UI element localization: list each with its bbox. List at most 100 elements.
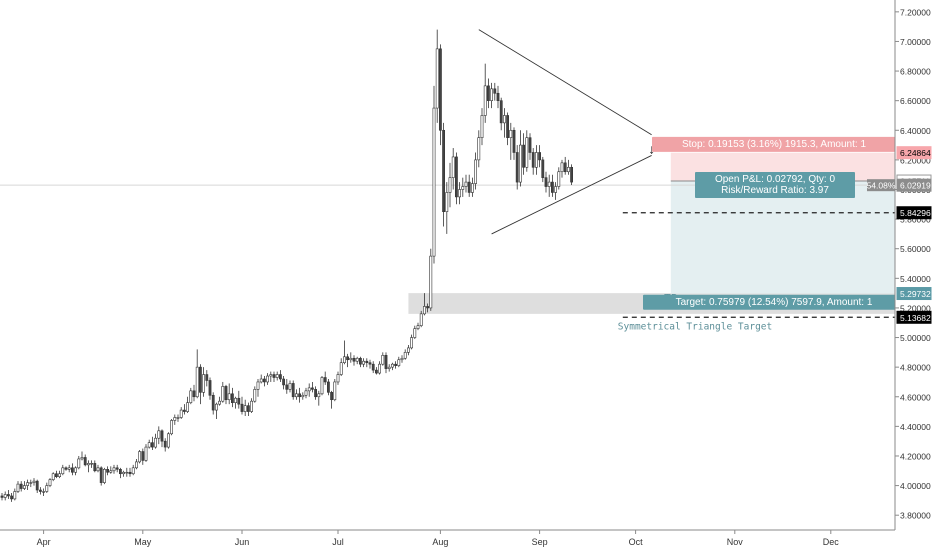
candle-body <box>285 384 289 390</box>
candle-body <box>13 491 17 500</box>
stop-label-bg <box>652 136 896 152</box>
candle <box>522 133 526 175</box>
price-tick-label: 4.20000 <box>900 451 931 461</box>
candle-body <box>499 100 503 124</box>
candle-body <box>189 390 193 403</box>
candle <box>122 470 126 477</box>
candle <box>390 362 394 371</box>
candle-body <box>19 483 23 489</box>
down-arrow-marker: ↓ <box>648 142 655 157</box>
candle <box>490 82 494 109</box>
candle <box>458 182 462 205</box>
candle <box>509 122 513 160</box>
candle <box>346 353 350 368</box>
candle-body <box>154 437 158 448</box>
candle-body <box>333 381 337 401</box>
candle <box>38 487 42 495</box>
price-tick-label: 3.80000 <box>900 511 931 521</box>
candle-body <box>445 192 449 213</box>
candle-body <box>83 457 87 466</box>
percent-tag-label: 54.08% <box>867 181 896 191</box>
candle-body <box>67 467 71 470</box>
candle-body <box>493 88 497 94</box>
candle <box>29 479 33 488</box>
candle-body <box>419 313 423 326</box>
candle <box>215 402 218 419</box>
price-tick-label: 5.00000 <box>900 333 931 343</box>
candle <box>400 355 404 363</box>
candle <box>42 488 46 496</box>
candle <box>467 174 471 197</box>
candles-layer <box>0 29 574 502</box>
candle-body <box>179 409 183 418</box>
candle <box>381 352 385 366</box>
candle <box>330 390 334 409</box>
candle <box>13 488 17 501</box>
candle <box>240 396 244 415</box>
candle <box>141 448 145 465</box>
candle <box>451 148 455 190</box>
candle <box>570 164 574 186</box>
candle <box>3 491 7 501</box>
candle-body <box>442 129 446 213</box>
candle <box>464 174 468 193</box>
candle-body <box>195 366 199 398</box>
candle-body <box>352 357 356 362</box>
candle <box>342 340 346 365</box>
candle-body <box>215 403 218 411</box>
candle-body <box>71 467 74 473</box>
time-tick-label: Jun <box>235 537 250 547</box>
candle <box>534 145 538 175</box>
candle <box>106 466 110 476</box>
candle-body <box>358 357 362 365</box>
target-label-bg <box>643 294 905 310</box>
candle <box>496 85 500 109</box>
candle <box>131 464 135 476</box>
candle-body <box>314 389 318 398</box>
candle-body <box>135 461 138 469</box>
candle <box>515 145 519 190</box>
candle <box>336 371 340 385</box>
candle <box>48 478 52 488</box>
candle-body <box>199 366 202 393</box>
candle-body <box>278 374 282 380</box>
candle-body <box>93 463 97 472</box>
candle-body <box>349 357 353 361</box>
candle-body <box>112 467 116 472</box>
candle-body <box>310 387 314 390</box>
candle-body <box>3 494 7 498</box>
candle <box>218 396 222 406</box>
candle-body <box>16 483 20 492</box>
price-tick-label: 7.00000 <box>900 37 931 47</box>
candle <box>554 182 558 200</box>
pnl-label-text: Risk/Reward Ratio: 3.97 <box>721 185 829 196</box>
price-tag-bg <box>896 146 932 160</box>
candle <box>278 370 282 382</box>
candle <box>61 464 65 476</box>
candle-body <box>390 363 394 368</box>
candle-body <box>490 88 494 101</box>
candle <box>211 392 215 415</box>
candle-body <box>259 378 263 383</box>
price-tag-bg <box>896 310 932 324</box>
candle <box>99 466 103 486</box>
candle-body <box>464 181 468 187</box>
candle <box>275 371 279 381</box>
candle-body <box>128 471 132 475</box>
candle-body <box>45 485 49 492</box>
candle-body <box>250 400 254 412</box>
candle <box>64 466 68 471</box>
candle <box>7 490 10 499</box>
candle <box>394 361 398 369</box>
candle-body <box>7 494 10 497</box>
candle-body <box>416 325 420 329</box>
price-tag-bg <box>896 178 932 192</box>
stop-label-text: Stop: 0.19153 (3.16%) 1915.3, Amount: 1 <box>682 139 866 150</box>
candle-body <box>173 417 177 421</box>
candle <box>202 367 206 397</box>
candle <box>262 376 266 387</box>
candle <box>58 470 62 479</box>
candle-body <box>403 352 407 359</box>
